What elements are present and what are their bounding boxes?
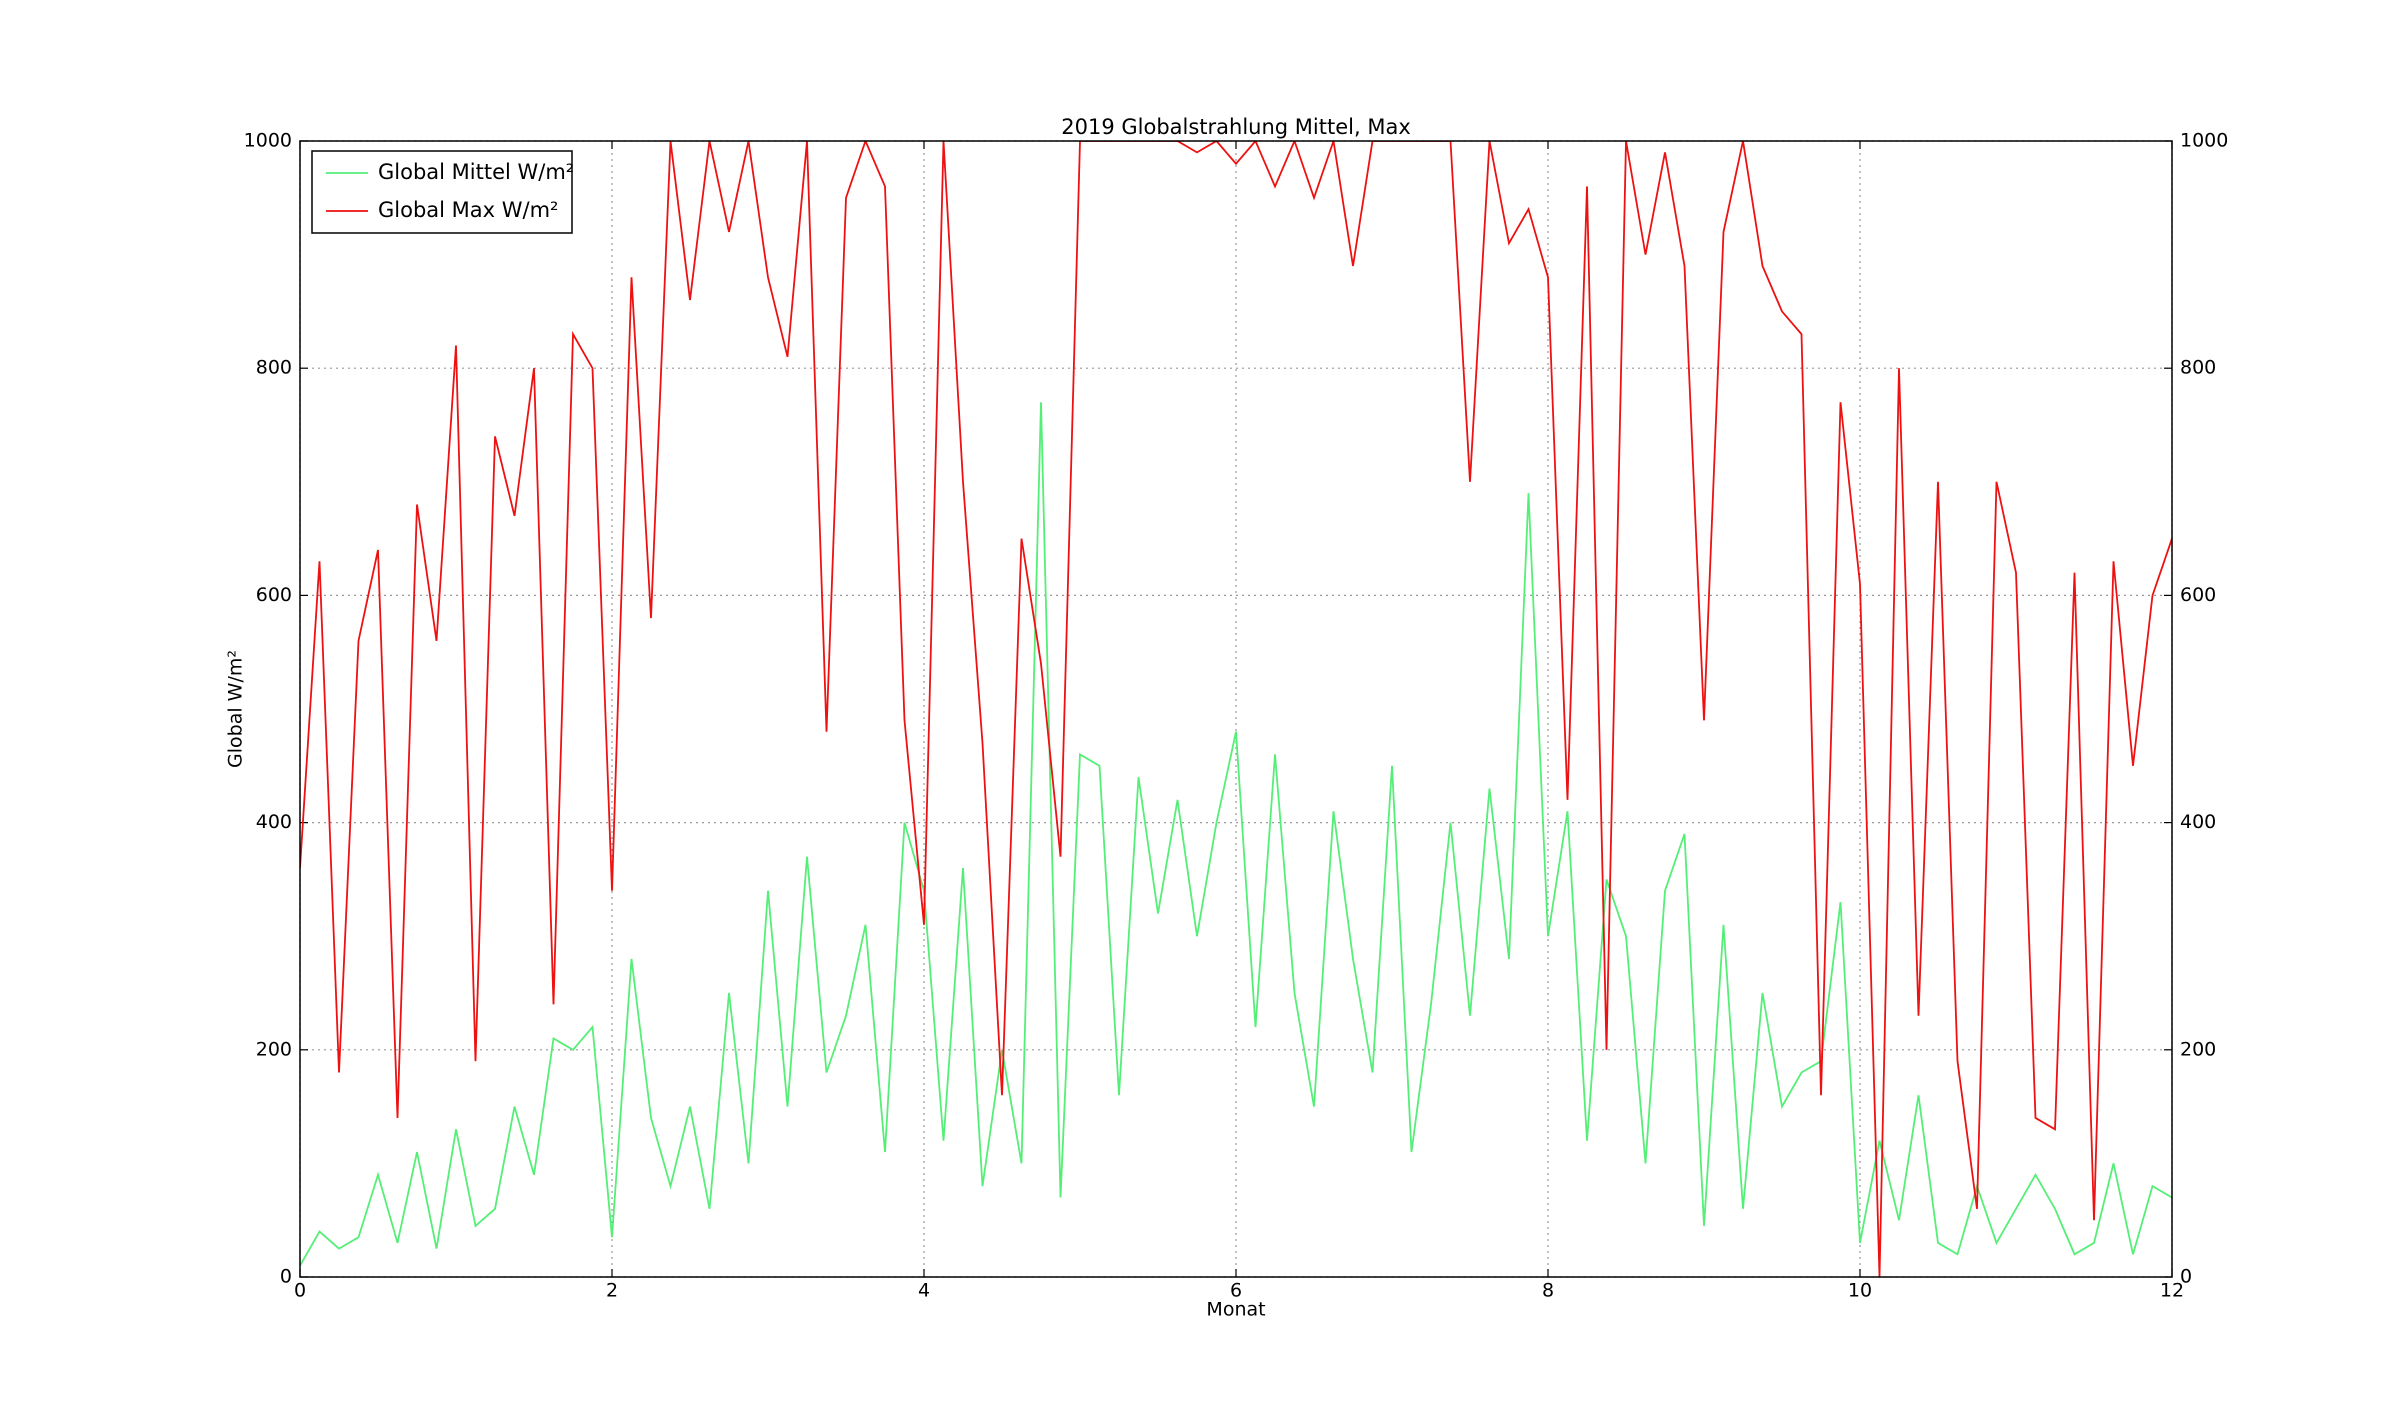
legend-box (311, 150, 573, 234)
x-tick-label: 0 (294, 1280, 306, 1302)
x-tick-label: 8 (1542, 1280, 1554, 1302)
y-tick-label: 600 (256, 584, 292, 606)
y2-tick-label: 0 (2180, 1266, 2192, 1288)
y2-tick-label: 600 (2180, 584, 2216, 606)
x-tick-label: 10 (1848, 1280, 1872, 1302)
y2-tick-label: 400 (2180, 811, 2216, 833)
y-tick-label: 1000 (244, 130, 292, 152)
x-axis-label: Monat (1206, 1299, 1265, 1321)
legend-label: Global Max W/m² (378, 198, 558, 222)
x-tick-label: 4 (918, 1280, 930, 1302)
y-tick-label: 0 (280, 1266, 292, 1288)
data-line (300, 402, 2172, 1267)
x-tick-label: 6 (1230, 1280, 1242, 1302)
y2-tick-label: 1000 (2180, 130, 2228, 152)
chart-title: 2019 Globalstrahlung Mittel, Max (1061, 115, 1411, 139)
y-tick-label: 800 (256, 357, 292, 379)
legend-label: Global Mittel W/m² (378, 160, 574, 184)
x-tick-label: 12 (2160, 1280, 2184, 1302)
data-line (300, 141, 2172, 1277)
y2-tick-label: 800 (2180, 357, 2216, 379)
y-tick-label: 400 (256, 811, 292, 833)
y2-tick-label: 200 (2180, 1038, 2216, 1060)
y-tick-label: 200 (256, 1038, 292, 1060)
x-tick-label: 2 (606, 1280, 618, 1302)
y-axis-label: Global W/m² (225, 650, 247, 768)
plot-frame (299, 140, 2173, 1278)
